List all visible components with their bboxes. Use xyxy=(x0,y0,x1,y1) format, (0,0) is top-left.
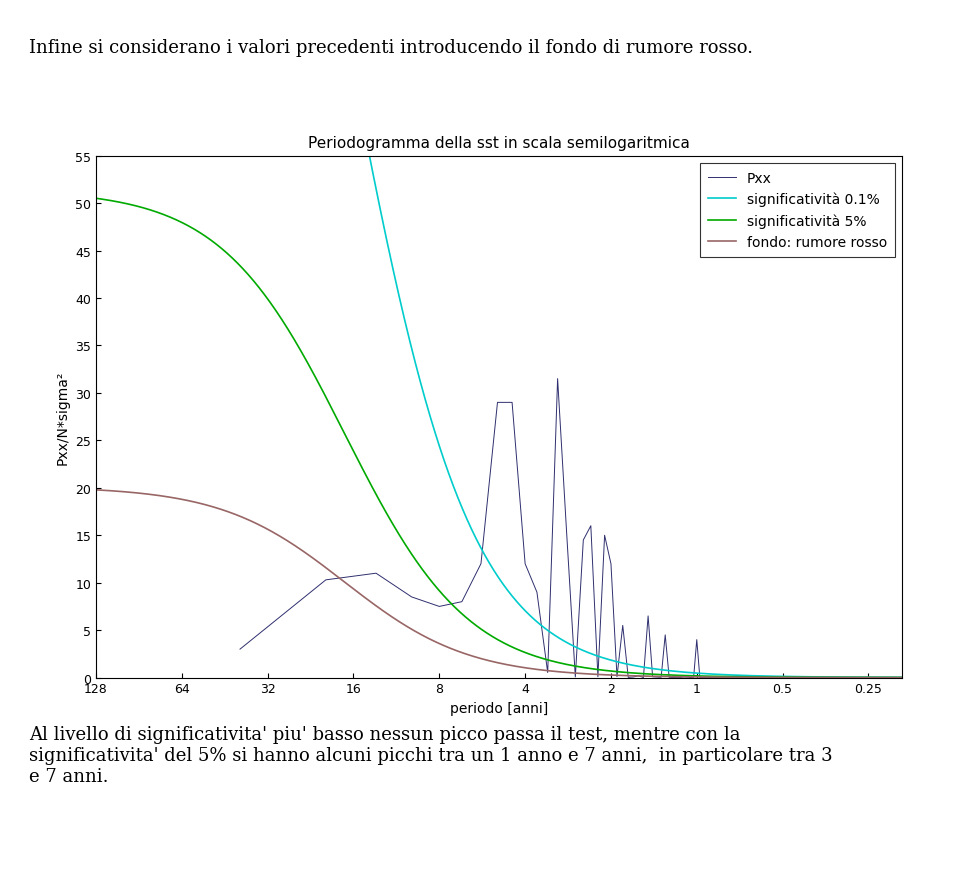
fondo: rumore rosso: (4.08, 1.08): rumore rosso: (4.08, 1.08) xyxy=(516,662,528,673)
fondo: rumore rosso: (36.3, 16.5): rumore rosso: (36.3, 16.5) xyxy=(246,517,257,527)
significatività 5% xyxy=(897,673,908,683)
Legend: Pxx, significatività 0.1%, significatività 5%, fondo: rumore rosso: Pxx, significatività 0.1%, significativi… xyxy=(700,163,896,258)
Pxx xyxy=(897,673,908,683)
Title: Periodogramma della sst in scala semilogaritmica: Periodogramma della sst in scala semilog… xyxy=(308,136,690,151)
significatività 5% xyxy=(95,195,107,205)
Line: significatività 5%: significatività 5% xyxy=(77,196,902,678)
Pxx xyxy=(234,644,246,654)
significatività 0.1% xyxy=(897,673,908,683)
significatività 0.1% xyxy=(854,672,866,682)
Pxx xyxy=(807,673,819,683)
significatività 0.1% xyxy=(516,603,528,614)
significatività 0.1% xyxy=(495,576,507,587)
significatività 5% xyxy=(495,636,507,647)
Pxx xyxy=(813,673,825,683)
Pxx xyxy=(884,673,896,683)
Line: Pxx: Pxx xyxy=(240,379,902,678)
Line: fondo: rumore rosso: fondo: rumore rosso xyxy=(77,489,902,678)
Line: significatività 0.1%: significatività 0.1% xyxy=(77,0,902,678)
Pxx xyxy=(371,568,382,579)
Pxx xyxy=(876,673,887,683)
significatività 5% xyxy=(516,647,528,657)
X-axis label: periodo [anni]: periodo [anni] xyxy=(450,701,548,715)
Y-axis label: Pxx/N*sigma²: Pxx/N*sigma² xyxy=(56,370,69,464)
fondo: rumore rosso: (123, 19.8): rumore rosso: (123, 19.8) xyxy=(95,485,107,495)
Pxx xyxy=(708,673,720,683)
significatività 5% xyxy=(95,195,107,205)
fondo: rumore rosso: (0.267, 0.00677): rumore rosso: (0.267, 0.00677) xyxy=(854,673,866,683)
Pxx xyxy=(552,374,564,384)
Pxx xyxy=(732,673,744,683)
fondo: rumore rosso: (0.19, 0.00485): rumore rosso: (0.19, 0.00485) xyxy=(897,673,908,683)
fondo: rumore rosso: (124, 19.8): rumore rosso: (124, 19.8) xyxy=(95,485,107,495)
Text: Al livello di significativita' piu' basso nessun picco passa il test, mentre con: Al livello di significativita' piu' bass… xyxy=(29,726,832,786)
significatività 5% xyxy=(246,275,257,285)
significatività 5% xyxy=(71,191,83,202)
Text: Infine si considerano i valori precedenti introducendo il fondo di rumore rosso.: Infine si considerano i valori precedent… xyxy=(29,39,753,57)
fondo: rumore rosso: (4.87, 1.5): rumore rosso: (4.87, 1.5) xyxy=(495,659,507,669)
significatività 5% xyxy=(854,673,866,683)
fondo: rumore rosso: (150, 19.9): rumore rosso: (150, 19.9) xyxy=(71,484,83,494)
